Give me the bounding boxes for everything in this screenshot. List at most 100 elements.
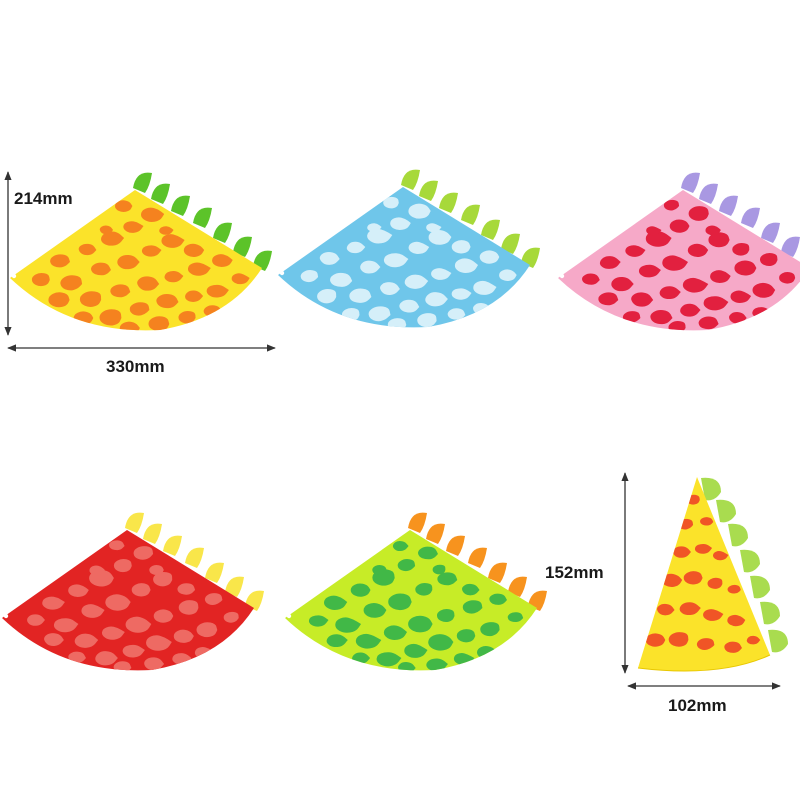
flat-hat-yellow (10, 172, 272, 331)
hole (478, 659, 484, 665)
spot (727, 584, 741, 594)
spot (153, 572, 173, 587)
spike (468, 547, 487, 568)
spot (662, 255, 688, 271)
spike (768, 629, 788, 653)
cone-width-label: 102mm (668, 696, 727, 715)
spot (425, 292, 448, 307)
spot (185, 290, 204, 302)
spot (326, 634, 348, 648)
spot (329, 272, 353, 287)
hole (195, 659, 201, 665)
spot (89, 565, 105, 576)
spot (44, 633, 64, 647)
flat-hat-red (2, 512, 264, 671)
spot (437, 572, 458, 586)
spot (638, 264, 661, 278)
spike (163, 535, 182, 556)
spot (137, 276, 160, 291)
spot (91, 262, 111, 276)
spot (408, 241, 430, 254)
flat-hat-green (285, 512, 547, 671)
spot (752, 282, 776, 298)
spot (598, 292, 619, 306)
spot (125, 616, 152, 633)
spot (144, 657, 165, 671)
spot (456, 629, 476, 643)
spot (42, 596, 65, 610)
cone-width-dimension: 102mm (627, 682, 781, 715)
spot (109, 540, 125, 551)
spot (110, 284, 131, 298)
spot (183, 243, 205, 257)
spot (368, 306, 391, 322)
spot (659, 286, 681, 300)
spot (404, 274, 429, 289)
spot (480, 622, 500, 637)
spot (663, 199, 680, 211)
spot (363, 603, 387, 618)
spot (454, 258, 478, 273)
spot (146, 635, 172, 651)
spot (673, 546, 691, 558)
flat-hat-pink (558, 172, 800, 331)
spike (233, 236, 252, 257)
spot (204, 593, 223, 605)
spot (599, 256, 621, 269)
spot (335, 617, 361, 633)
spike (193, 207, 212, 228)
spot (661, 573, 683, 587)
spike (439, 192, 458, 213)
spike (728, 523, 748, 547)
spot (140, 207, 165, 222)
spot (426, 658, 448, 671)
spot (752, 307, 772, 319)
spot (308, 615, 329, 627)
spot (397, 559, 416, 572)
spike (701, 477, 721, 501)
spike (760, 601, 780, 625)
spot (81, 604, 105, 618)
spot (346, 241, 366, 254)
spot (688, 206, 709, 221)
spot (388, 593, 412, 611)
spike (501, 233, 520, 254)
spot (698, 316, 719, 330)
spike (143, 523, 162, 544)
spot (114, 200, 133, 212)
spot (31, 273, 50, 287)
spot (360, 260, 381, 274)
hole (279, 270, 285, 276)
spot (431, 268, 452, 280)
spot (392, 541, 409, 552)
spot (680, 303, 701, 317)
spot (119, 321, 140, 331)
spike (750, 575, 770, 599)
spot (399, 299, 420, 313)
spot (687, 243, 709, 257)
spot (133, 546, 154, 560)
spot (60, 275, 83, 291)
spot (426, 223, 442, 233)
spot (631, 292, 654, 307)
spot (223, 611, 239, 623)
spot (164, 270, 184, 283)
spike (185, 547, 204, 568)
spot (727, 614, 746, 627)
spot (367, 229, 393, 244)
spike (719, 195, 738, 216)
spike (461, 204, 480, 225)
spot (462, 600, 483, 614)
spot (712, 551, 729, 561)
spot (355, 633, 382, 649)
spot (696, 638, 715, 650)
spot (729, 312, 747, 324)
spot (141, 245, 162, 257)
spike (151, 183, 170, 204)
spot (148, 316, 170, 331)
spot (117, 254, 140, 270)
spot (669, 219, 690, 233)
spot (451, 288, 472, 300)
spot (679, 602, 701, 616)
spot (707, 577, 723, 589)
